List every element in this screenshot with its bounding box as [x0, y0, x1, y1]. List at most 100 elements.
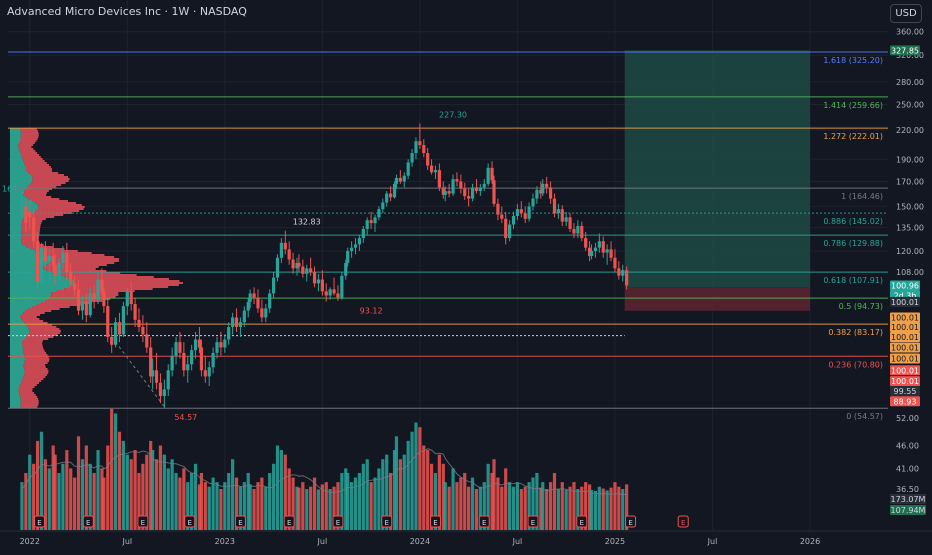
candle-body[interactable]	[474, 187, 479, 192]
candle-body[interactable]	[467, 196, 471, 199]
candle-body[interactable]	[336, 293, 340, 298]
candle-body[interactable]	[394, 177, 399, 184]
candle-body[interactable]	[353, 244, 358, 248]
candle-body[interactable]	[433, 170, 438, 173]
candle-body[interactable]	[190, 350, 194, 365]
earnings-marker[interactable]	[137, 515, 149, 528]
candle-body[interactable]	[523, 213, 527, 219]
candle-body[interactable]	[145, 334, 149, 348]
candle-body[interactable]	[65, 252, 69, 272]
candle-body[interactable]	[102, 291, 106, 307]
earnings-marker[interactable]	[184, 515, 196, 528]
candle-body[interactable]	[246, 301, 250, 311]
candle-body[interactable]	[271, 277, 276, 294]
candle-body[interactable]	[406, 162, 410, 176]
candle-body[interactable]	[609, 249, 613, 258]
candle-body[interactable]	[260, 308, 264, 318]
candle-body[interactable]	[392, 183, 397, 198]
candle-body[interactable]	[332, 289, 336, 294]
candle-body[interactable]	[158, 382, 163, 397]
candle-body[interactable]	[141, 326, 145, 335]
earnings-marker[interactable]	[527, 515, 539, 528]
candle-body[interactable]	[96, 279, 100, 300]
candle-body[interactable]	[24, 206, 28, 224]
candle-body[interactable]	[580, 225, 584, 239]
earnings-marker[interactable]	[332, 515, 344, 528]
candle-body[interactable]	[149, 347, 153, 377]
candle-body[interactable]	[381, 202, 385, 210]
candle-body[interactable]	[129, 291, 133, 305]
candle-body[interactable]	[597, 241, 601, 248]
candle-body[interactable]	[531, 198, 535, 207]
candle-body[interactable]	[414, 141, 418, 154]
candle-body[interactable]	[264, 308, 268, 318]
candle-body[interactable]	[287, 249, 291, 260]
earnings-marker[interactable]	[625, 515, 637, 528]
candle-body[interactable]	[113, 322, 118, 345]
candle-body[interactable]	[426, 153, 430, 166]
candle-body[interactable]	[361, 228, 365, 239]
candle-body[interactable]	[279, 242, 283, 258]
earnings-marker[interactable]	[82, 515, 94, 528]
candle-body[interactable]	[504, 218, 508, 239]
candle-body[interactable]	[365, 220, 369, 229]
candle-body[interactable]	[548, 187, 553, 199]
candle-body[interactable]	[429, 165, 434, 173]
candle-body[interactable]	[20, 206, 24, 208]
candle-body[interactable]	[437, 170, 441, 188]
candle-body[interactable]	[556, 209, 560, 214]
candle-body[interactable]	[515, 209, 520, 216]
candle-body[interactable]	[369, 220, 373, 224]
candle-body[interactable]	[35, 241, 40, 282]
currency-button[interactable]: USD	[890, 4, 922, 23]
candle-body[interactable]	[162, 389, 166, 397]
candle-body[interactable]	[621, 270, 625, 276]
candle-body[interactable]	[53, 264, 57, 276]
candle-body[interactable]	[552, 198, 557, 214]
candle-body[interactable]	[61, 252, 65, 263]
candle-body[interactable]	[320, 279, 324, 292]
candle-body[interactable]	[32, 217, 36, 242]
candle-body[interactable]	[88, 293, 92, 316]
candle-body[interactable]	[398, 177, 402, 182]
candle-body[interactable]	[73, 283, 77, 290]
candle-body[interactable]	[451, 179, 455, 194]
candle-body[interactable]	[605, 249, 609, 253]
candle-body[interactable]	[373, 217, 377, 224]
candle-body[interactable]	[568, 217, 572, 229]
candle-body[interactable]	[402, 175, 406, 182]
candle-body[interactable]	[564, 217, 568, 222]
candle-body[interactable]	[170, 355, 174, 371]
candle-body[interactable]	[297, 262, 301, 267]
candle-body[interactable]	[305, 268, 309, 274]
candle-body[interactable]	[125, 291, 129, 307]
candle-body[interactable]	[346, 250, 350, 263]
candle-body[interactable]	[47, 256, 51, 262]
candle-body[interactable]	[197, 339, 202, 348]
candle-body[interactable]	[447, 191, 451, 194]
earnings-marker[interactable]	[234, 515, 246, 528]
candle-body[interactable]	[545, 183, 549, 188]
candle-body[interactable]	[377, 209, 381, 218]
candle-body[interactable]	[601, 241, 605, 253]
candle-body[interactable]	[178, 342, 182, 353]
candle-body[interactable]	[482, 183, 486, 188]
earnings-marker[interactable]	[34, 515, 46, 528]
candle-body[interactable]	[219, 342, 223, 348]
candle-body[interactable]	[234, 317, 239, 327]
candle-body[interactable]	[137, 319, 141, 327]
candle-body[interactable]	[519, 209, 523, 214]
candle-body[interactable]	[174, 342, 178, 356]
earnings-marker[interactable]	[381, 515, 393, 528]
long-position-target-zone[interactable]	[624, 50, 810, 288]
candle-body[interactable]	[268, 293, 272, 309]
candle-body[interactable]	[478, 187, 482, 192]
candle-body[interactable]	[28, 211, 32, 218]
candle-body[interactable]	[418, 141, 422, 146]
candle-body[interactable]	[207, 367, 211, 377]
candle-body[interactable]	[227, 326, 231, 340]
candle-body[interactable]	[309, 268, 313, 272]
candle-body[interactable]	[584, 238, 588, 248]
candle-body[interactable]	[80, 301, 85, 311]
